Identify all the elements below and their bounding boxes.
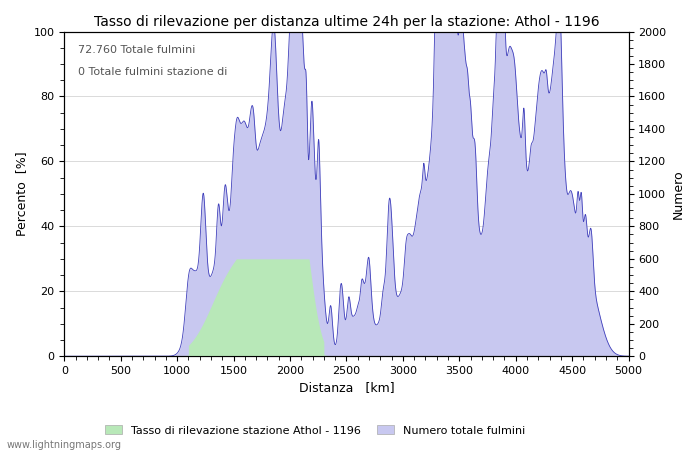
X-axis label: Distanza   [km]: Distanza [km]: [299, 382, 394, 395]
Text: 72.760 Totale fulmini: 72.760 Totale fulmini: [78, 45, 196, 54]
Text: www.lightningmaps.org: www.lightningmaps.org: [7, 440, 122, 450]
Text: 0 Totale fulmini stazione di: 0 Totale fulmini stazione di: [78, 67, 228, 77]
Y-axis label: Percento  [%]: Percento [%]: [15, 152, 28, 236]
Legend: Tasso di rilevazione stazione Athol - 1196, Numero totale fulmini: Tasso di rilevazione stazione Athol - 11…: [101, 421, 529, 440]
Title: Tasso di rilevazione per distanza ultime 24h per la stazione: Athol - 1196: Tasso di rilevazione per distanza ultime…: [94, 15, 599, 29]
Y-axis label: Numero: Numero: [672, 169, 685, 219]
